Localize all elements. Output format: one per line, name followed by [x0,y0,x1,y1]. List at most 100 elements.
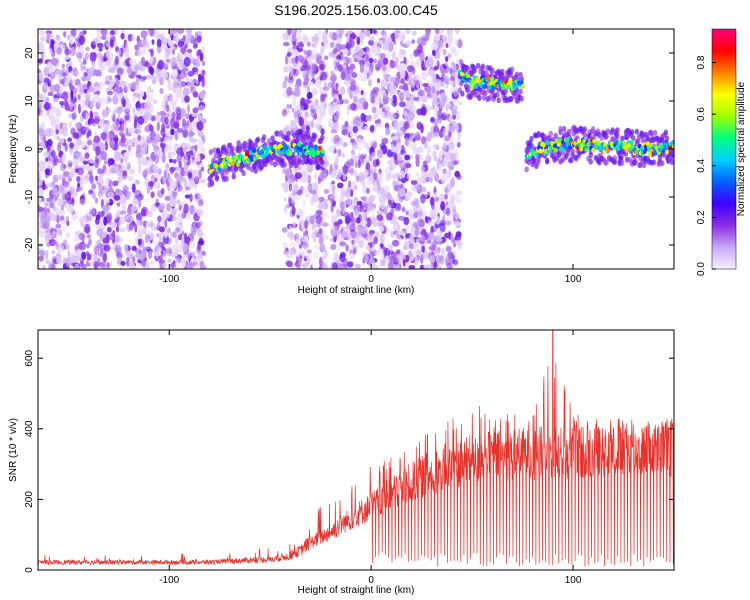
spectrogram-cell [183,95,190,103]
spectrogram-cell [342,58,347,64]
spectrogram-cell [313,251,321,260]
spectrogram-cell [486,76,491,81]
spectrogram-cell [89,158,95,164]
spectrogram-cell [160,142,163,148]
spectrogram-cell [436,90,440,96]
spectrogram-cell [378,92,384,97]
spectrogram-cell [395,56,399,64]
spectrogram-cell [59,78,64,85]
spectrogram-cell [192,149,196,155]
spectrogram-cell [116,130,123,139]
spectrogram-cell [294,82,300,92]
spectrogram-cell [42,180,46,191]
spectrogram-cell [445,186,449,195]
spectrogram-cell [453,220,461,226]
spectrogram-cell [141,75,148,81]
spectrogram-cell [144,101,151,110]
spectrogram-cell [345,223,352,230]
spectrogram-cell [289,67,294,77]
spectrogram-cell [399,149,407,156]
spectrogram-cell [329,164,333,172]
spectrogram-cell [360,112,366,122]
spectrogram-cell [187,104,190,114]
spectrogram-cell [337,182,344,189]
spectrogram-cell [103,56,107,62]
spectrogram-cell [112,214,119,219]
spectrogram-cell [399,85,406,90]
spectrogram-cell [320,253,328,261]
spectrogram-cell [454,105,458,110]
spectrogram-cell [316,123,321,133]
spectrogram-cell [164,47,170,58]
spectrogram-cell [305,253,313,261]
spectrogram-cell [320,46,325,55]
spectrogram-cell [432,262,438,269]
spectrogram-cell [413,96,420,102]
spectrogram-cell [538,148,543,154]
spectrogram-cell [72,158,78,165]
spectrogram-cell [447,53,452,58]
spectrogram-cell [541,142,546,148]
spectrogram-cell [425,31,430,41]
spectrogram-cell [127,34,133,42]
spectrogram-cell [349,84,357,92]
spectrogram-cell [120,195,127,204]
spectrogram-cell [47,138,53,147]
spectrogram-cell [577,138,582,144]
spectrogram-cell [354,169,358,179]
spectrogram-cell [137,157,142,166]
spectrogram-cell [50,212,55,222]
spectrogram-cell [105,97,109,108]
spectrogram-cell [648,142,653,148]
spectrogram-cell [149,76,155,81]
spectrogram-cell [89,110,94,121]
spectrogram-cell [395,109,400,119]
spectrogram-cell [120,260,126,266]
spectrogram-cell [447,38,453,47]
spectrogram-cell [201,77,205,88]
spectrogram-cell [73,264,81,269]
spectrogram-cell [112,95,119,105]
spectrogram-cell [346,186,352,191]
spectrogram-cell [96,228,104,237]
spectrogram-cell [136,144,142,154]
spectrogram-cell [197,113,202,121]
spectrogram-cell [460,90,465,97]
spectrogram-cell [160,137,165,143]
spectrogram-cell [386,204,390,209]
spectrogram-cell [187,261,194,269]
spectrogram-cell [443,75,450,84]
spectrogram-cell [130,205,138,212]
spectrogram-cell [38,161,41,167]
spectrogram-cell [287,76,295,84]
spectrogram-cell [351,72,358,79]
spectrogram-cell [410,180,417,185]
spectrogram-cell [50,117,57,127]
spectrogram-cell [134,116,141,123]
spectrogram-cell [448,115,452,125]
spectrogram-cell [360,152,364,163]
spectrogram-cell [60,219,67,225]
spectrogram-cell [167,35,172,45]
spectrogram-cell [230,145,235,152]
spectrogram-cell [368,57,374,64]
spectrogram-cell [480,63,486,70]
spectrogram-cell [48,182,56,188]
spectrogram-cell [86,243,90,249]
spectrogram-cell [354,208,359,217]
spectrogram-cell [119,210,127,215]
spectrogram-cell [42,151,50,157]
spectrogram-cell [286,104,290,109]
spectrogram-cell [104,168,112,177]
spectrogram-cell [420,170,427,177]
spectrogram-cell [79,175,84,184]
spectrogram-cell [38,255,44,262]
spectrogram-cell [389,162,397,169]
spectrogram-cell [102,46,106,52]
spectrogram-cell [420,106,427,116]
spectrogram-cell [88,84,95,95]
spectrogram-cell [69,142,75,149]
spectrogram-cell [403,121,410,130]
spectrogram-cell [288,197,292,207]
